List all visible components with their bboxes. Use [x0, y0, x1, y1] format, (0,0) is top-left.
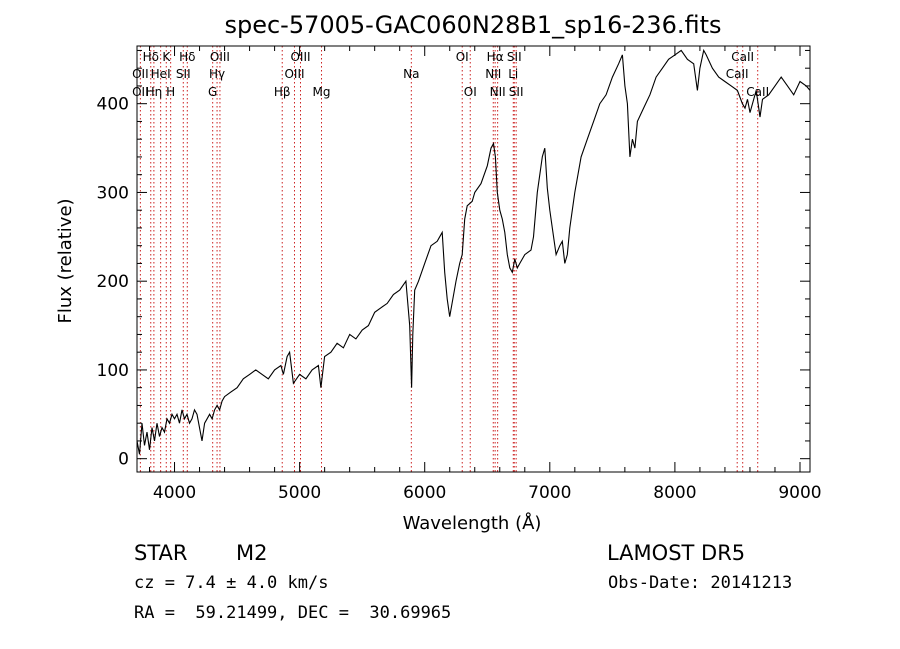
spectral-line-label: OII — [132, 67, 149, 81]
spectral-line-label: HeI — [151, 67, 171, 81]
y-axis-label: Flux (relative) — [55, 198, 76, 323]
x-tick-label: 8000 — [653, 483, 696, 503]
spectral-line-label: CaII — [726, 67, 749, 81]
plot-frame — [136, 45, 811, 473]
spectral-line-label: Hα — [487, 50, 504, 64]
y-tick-label: 100 — [97, 361, 129, 381]
spectral-line-label: OII — [132, 85, 149, 99]
x-tick-label: 7000 — [528, 483, 571, 503]
sky-coordinates: RA = 59.21499, DEC = 30.69965 — [134, 603, 452, 623]
spectral-line-label: Hδ — [179, 50, 195, 64]
x-tick-label: 9000 — [778, 483, 821, 503]
y-tick-label: 200 — [97, 272, 129, 292]
object-subclass: M2 — [236, 541, 268, 565]
spectral-line-label: OI — [456, 50, 469, 64]
x-tick-label: 4000 — [153, 483, 196, 503]
spectral-line-label: SII — [509, 85, 524, 99]
axes: 4000 5000 6000 7000 8000 9000 0 100 200 300 400 — [97, 46, 822, 503]
x-axis-label: Wavelength (Å) — [403, 512, 542, 534]
spectral-line-label: CaII — [746, 85, 769, 99]
spectral-line-label: Hδ — [143, 50, 159, 64]
spectral-line-label: G — [208, 85, 217, 99]
spectral-line-markers — [139, 46, 759, 472]
spectral-line-label: Hβ — [274, 85, 291, 99]
chart-title: spec-57005-GAC060N28B1_sp16-236.fits — [224, 11, 721, 39]
spectral-line-label: NII — [490, 85, 506, 99]
y-tick-label: 400 — [97, 95, 129, 115]
data-release: LAMOST DR5 — [607, 541, 746, 565]
spectral-line-label: OIII — [210, 50, 230, 64]
spectrum-line — [136, 48, 811, 455]
spectral-line-label: Li — [508, 67, 518, 81]
spectral-line-label: H — [166, 85, 175, 99]
spectral-line-label: Na — [403, 67, 419, 81]
spectral-line-label: OIII — [284, 67, 304, 81]
observation-date: Obs-Date: 20141213 — [608, 573, 793, 593]
spectral-line-label: CaII — [731, 50, 754, 64]
spectral-line-label: Hγ — [209, 67, 225, 81]
spectral-line-label: NII — [485, 67, 501, 81]
spectral-line-label: Hη — [146, 85, 163, 99]
spectral-line-label: OIII — [290, 50, 310, 64]
y-tick-label: 300 — [97, 183, 129, 203]
object-class: STAR — [134, 541, 188, 565]
spectral-line-label: Mg — [313, 85, 331, 99]
spectral-line-label: SII — [507, 50, 522, 64]
x-tick-label: 6000 — [403, 483, 446, 503]
spectral-line-label: K — [162, 50, 171, 64]
spectral-line-label: SII — [176, 67, 191, 81]
spectral-line-label: OI — [464, 85, 477, 99]
y-tick-label: 0 — [118, 450, 129, 470]
redshift-value: cz = 7.4 ± 4.0 km/s — [134, 573, 329, 593]
x-tick-label: 5000 — [278, 483, 321, 503]
